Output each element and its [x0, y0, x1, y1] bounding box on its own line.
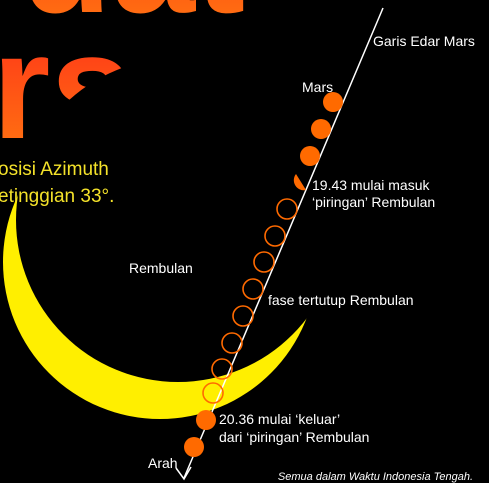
label: Mars	[302, 79, 333, 95]
label: 20.36 mulai ‘keluar’	[219, 411, 340, 427]
diagram: uat rs osisi Azimuth etinggian 33°. Gari…	[0, 0, 489, 483]
mars-dot	[184, 437, 204, 457]
label: ‘piringan’ Rembulan	[312, 194, 435, 210]
subtitle: osisi Azimuth	[0, 159, 109, 180]
mars-dot	[323, 92, 343, 112]
mars-dot	[196, 410, 216, 430]
label: Rembulan	[129, 260, 193, 276]
label: Garis Edar Mars	[373, 33, 475, 49]
mars-dot	[311, 119, 331, 139]
label: fase tertutup Rembulan	[268, 292, 414, 308]
label: 19.43 mulai masuk	[312, 177, 431, 193]
label: Arah	[148, 455, 178, 471]
subtitle: etinggian 33°.	[0, 186, 114, 207]
mars-dot	[300, 146, 320, 166]
label: dari ‘piringan’ Rembulan	[219, 429, 369, 445]
moon-shadow	[16, 58, 340, 382]
footnote: Semua dalam Waktu Indonesia Tengah.	[278, 471, 473, 483]
